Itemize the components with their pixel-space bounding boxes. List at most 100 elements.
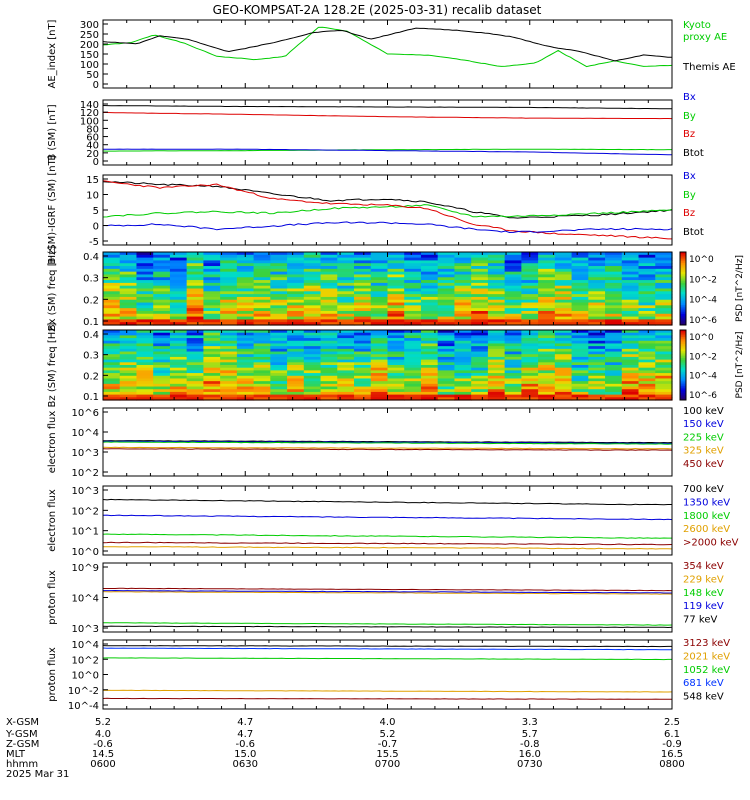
spectrogram-cell xyxy=(471,252,489,256)
spectrogram-cell xyxy=(504,330,522,334)
spectrogram-cell xyxy=(487,299,506,304)
spectrogram-cell xyxy=(588,338,606,342)
spectrogram-cell xyxy=(605,335,623,339)
spectrogram-cell xyxy=(487,260,506,264)
ephemeris-value: 14.5 xyxy=(92,749,114,760)
spectrogram-cell xyxy=(521,362,539,366)
spectrogram-cell xyxy=(370,305,389,309)
spectrogram-cell xyxy=(119,252,138,256)
spectrogram-cell xyxy=(119,373,138,377)
colorbar-step xyxy=(680,359,686,362)
spectrogram-cell xyxy=(621,291,640,295)
spectrogram-cell xyxy=(588,381,606,385)
spectrogram-cell xyxy=(320,394,338,398)
spectrogram-cell xyxy=(420,362,439,366)
spectrogram-cell xyxy=(186,397,205,401)
spectrogram-cell xyxy=(605,268,623,273)
spectrogram-cell xyxy=(370,319,389,323)
series-line-bsm-3 xyxy=(103,148,673,156)
spectrogram-cell xyxy=(554,381,573,385)
spectrogram-cell xyxy=(638,302,656,306)
colorbar-step xyxy=(680,389,686,392)
spectrogram-cell xyxy=(270,365,288,369)
spectrogram-cell xyxy=(203,346,221,350)
spectrogram-cell xyxy=(605,343,623,347)
spectrogram-cell xyxy=(236,389,255,393)
spectrogram-cell xyxy=(337,296,355,301)
spectrogram-cell xyxy=(487,340,506,345)
spectrogram-cell xyxy=(153,386,171,390)
spectrogram-cell xyxy=(538,310,556,315)
spectrogram-cell xyxy=(571,335,589,339)
spectrogram-cell xyxy=(203,266,221,270)
spectrogram-cell xyxy=(605,266,623,270)
spectrogram-cell xyxy=(387,338,405,342)
spectrogram-cell xyxy=(471,296,489,301)
spectrogram-cell xyxy=(253,386,271,390)
spectrogram-cell xyxy=(169,305,188,309)
spectrogram-cell xyxy=(169,296,188,301)
spectrogram-cell xyxy=(404,389,422,393)
spectrogram-cell xyxy=(454,394,472,398)
spectrogram-cell xyxy=(387,370,405,374)
spectrogram-cell xyxy=(220,280,238,284)
spectrogram-cell xyxy=(169,266,188,270)
spectrogram-cell xyxy=(337,365,355,369)
spectrogram-cell xyxy=(554,274,573,278)
spectrogram-cell xyxy=(203,254,221,259)
spectrogram-cell xyxy=(370,383,389,388)
spectrogram-cell xyxy=(354,299,372,304)
spectrogram-cell xyxy=(571,362,589,366)
spectrogram-cell xyxy=(554,373,573,377)
spectrogram-cell xyxy=(538,383,556,388)
spectrogram-cell xyxy=(337,375,355,380)
spectrogram-cell xyxy=(621,288,640,292)
spectrogram-cell xyxy=(136,299,154,304)
spectrogram-cell xyxy=(253,389,271,393)
spectrogram-cell xyxy=(504,391,522,396)
colorbar-step xyxy=(680,268,686,271)
spectrogram-cell xyxy=(588,285,606,290)
spectrogram-cell xyxy=(354,288,372,292)
spectrogram-cell xyxy=(337,302,355,306)
spectrogram-cell xyxy=(404,397,422,401)
spectrogram-cell xyxy=(169,299,188,304)
spectrogram-cell xyxy=(337,381,355,385)
spectrogram-cell xyxy=(454,268,472,273)
spectrogram-cell xyxy=(521,299,539,304)
spectrogram-cell xyxy=(220,373,238,377)
spectrogram-cell xyxy=(253,351,271,355)
spectrogram-cell xyxy=(103,378,121,382)
y-tick-label: 100 xyxy=(80,60,99,71)
spectrogram-cell xyxy=(220,302,238,306)
spectrogram-cell xyxy=(287,346,305,350)
spectrogram-cell xyxy=(404,260,422,264)
spectrogram-cell xyxy=(437,285,456,290)
y-tick-label: 0.1 xyxy=(83,317,99,328)
spectrogram-cell xyxy=(487,294,506,298)
spectrogram-cell xyxy=(220,386,238,390)
spectrogram-cell xyxy=(270,389,288,393)
spectrogram-cell xyxy=(103,362,121,366)
spectrogram-cell xyxy=(119,362,138,366)
spectrogram-cell xyxy=(119,285,138,290)
colorbar-step xyxy=(680,396,686,399)
spectrogram-cell xyxy=(303,338,322,342)
spectrogram-cell xyxy=(287,322,305,326)
spectrogram-cell xyxy=(521,346,539,350)
spectrogram-cell xyxy=(203,268,221,273)
spectrogram-cell xyxy=(153,346,171,350)
y-tick-label: 0.2 xyxy=(83,371,99,382)
spectrogram-cell xyxy=(571,291,589,295)
spectrogram-cell xyxy=(354,280,372,284)
spectrogram-cell xyxy=(169,373,188,377)
spectrogram-cell xyxy=(119,346,138,350)
spectrogram-cell xyxy=(521,294,539,298)
spectrogram-cell xyxy=(571,373,589,377)
spectrogram-cell xyxy=(404,277,422,281)
spectrogram-cell xyxy=(437,330,456,334)
spectrogram-cell xyxy=(354,338,372,342)
spectrogram-cell xyxy=(287,319,305,323)
spectrogram-cell xyxy=(320,310,338,315)
spectrogram-cell xyxy=(655,277,673,281)
